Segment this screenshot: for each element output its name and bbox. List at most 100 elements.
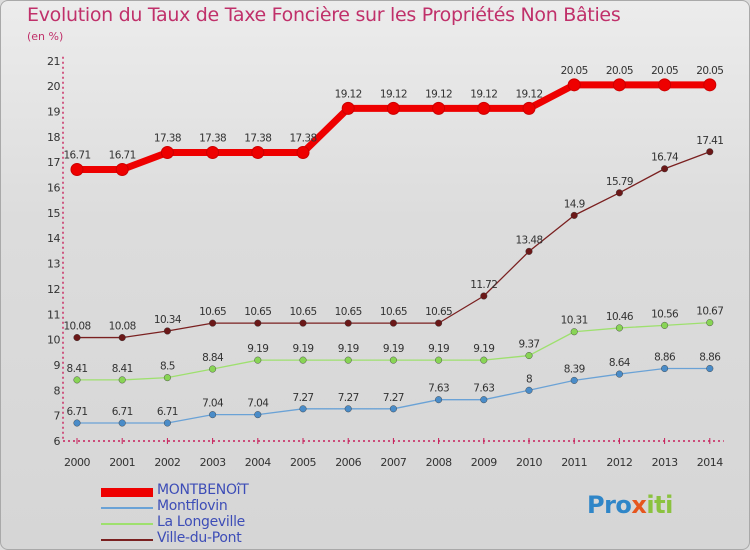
- data-point: [209, 319, 217, 327]
- data-point: [703, 78, 717, 92]
- data-label: 14.9: [564, 198, 585, 210]
- data-point: [567, 78, 581, 92]
- logo-part-3: iti: [646, 491, 673, 519]
- data-label: 19.12: [470, 88, 497, 100]
- data-label: 16.71: [63, 150, 90, 162]
- data-point: [615, 370, 623, 378]
- data-label: 8.84: [202, 352, 224, 364]
- data-point: [480, 292, 488, 300]
- legend-label: Montflovin: [157, 498, 228, 514]
- data-label: 10.65: [335, 306, 362, 318]
- data-point: [251, 146, 265, 160]
- axes: 6 7 8 9 10 11 12 13 14 15 16 17 18 19 20 21 2000 2001 2002…: [47, 55, 724, 469]
- data-point: [341, 101, 355, 115]
- data-point: [480, 396, 488, 404]
- data-label: 10.46: [606, 311, 634, 323]
- data-label: 19.12: [380, 88, 407, 100]
- data-label: 17.38: [199, 133, 226, 145]
- data-label: 7.27: [383, 392, 404, 404]
- data-point: [435, 356, 443, 364]
- data-label: 6.71: [67, 406, 88, 418]
- data-label: 9.37: [519, 339, 540, 351]
- data-label: 10.08: [109, 321, 136, 333]
- x-tick-label: 2009: [471, 456, 497, 469]
- y-tick-label: 14: [47, 232, 60, 245]
- data-label: 7.04: [202, 398, 224, 410]
- data-point: [209, 365, 217, 373]
- y-tick-label: 21: [47, 55, 60, 68]
- data-label: 20.05: [606, 65, 633, 77]
- y-tick-label: 12: [47, 283, 60, 296]
- x-tick-label: 2007: [380, 456, 406, 469]
- data-label: 19.12: [425, 88, 452, 100]
- y-tick-label: 17: [47, 156, 60, 169]
- y-tick-label: 6: [54, 435, 61, 448]
- y-tick-label: 19: [47, 105, 60, 118]
- data-label: 10.31: [561, 315, 588, 327]
- data-point: [73, 334, 81, 342]
- y-tick-label: 9: [54, 359, 61, 372]
- data-label: 10.34: [154, 314, 182, 326]
- legend-label: La Longeville: [157, 514, 245, 530]
- data-label: 17.41: [696, 135, 723, 147]
- x-tick-label: 2000: [64, 456, 90, 469]
- data-label: 20.05: [651, 65, 678, 77]
- data-label: 17.38: [289, 133, 316, 145]
- data-point: [525, 352, 533, 360]
- data-label: 10.65: [289, 306, 316, 318]
- data-label: 8.41: [67, 363, 88, 375]
- data-point: [432, 101, 446, 115]
- data-label: 17.38: [154, 133, 181, 145]
- line-chart: 6 7 8 9 10 11 12 13 14 15 16 17 18 19 20 21 2000 2001 2002…: [47, 55, 724, 469]
- data-label: 9.19: [473, 343, 494, 355]
- data-label: 8.41: [112, 363, 133, 375]
- data-label: 9.19: [428, 343, 449, 355]
- data-point: [73, 419, 81, 427]
- data-label: 7.27: [293, 392, 314, 404]
- legend-swatch: [101, 487, 153, 497]
- data-label: 9.19: [293, 343, 314, 355]
- data-point: [522, 101, 536, 115]
- x-tick-label: 2002: [154, 456, 180, 469]
- data-point: [570, 376, 578, 384]
- logo-part-2: x: [631, 491, 647, 519]
- data-label: 10.65: [380, 306, 407, 318]
- data-label: 8.5: [160, 361, 175, 373]
- data-point: [163, 374, 171, 382]
- data-label: 10.08: [63, 321, 90, 333]
- data-point: [477, 101, 491, 115]
- data-label: 20.05: [696, 65, 723, 77]
- x-tick-label: 2008: [426, 456, 452, 469]
- data-point: [658, 78, 672, 92]
- data-point: [118, 419, 126, 427]
- data-point: [389, 405, 397, 413]
- data-point: [435, 319, 443, 327]
- data-label: 9.19: [383, 343, 404, 355]
- unit-label: (en %): [27, 30, 64, 43]
- logo-part-1: Pro: [587, 491, 632, 519]
- data-point: [389, 356, 397, 364]
- data-point: [73, 376, 81, 384]
- data-point: [615, 189, 623, 197]
- x-tick-label: 2004: [245, 456, 271, 469]
- y-tick-label: 7: [54, 410, 61, 423]
- data-label: 8: [526, 373, 532, 385]
- data-label: 17.38: [244, 133, 271, 145]
- data-label: 16.71: [109, 150, 136, 162]
- data-point: [254, 319, 262, 327]
- data-label: 13.48: [515, 234, 542, 246]
- x-tick-label: 2014: [697, 456, 723, 469]
- legend-swatch: [101, 523, 153, 525]
- data-label: 7.63: [473, 383, 494, 395]
- data-label: 16.74: [651, 152, 679, 164]
- data-label: 7.63: [428, 383, 449, 395]
- x-tick-label: 2012: [606, 456, 632, 469]
- data-label: 9.19: [338, 343, 359, 355]
- data-label: 9.19: [247, 343, 268, 355]
- data-point: [706, 364, 714, 372]
- data-label: 19.12: [515, 88, 542, 100]
- data-label: 6.71: [157, 406, 178, 418]
- data-point: [254, 411, 262, 419]
- data-point: [163, 419, 171, 427]
